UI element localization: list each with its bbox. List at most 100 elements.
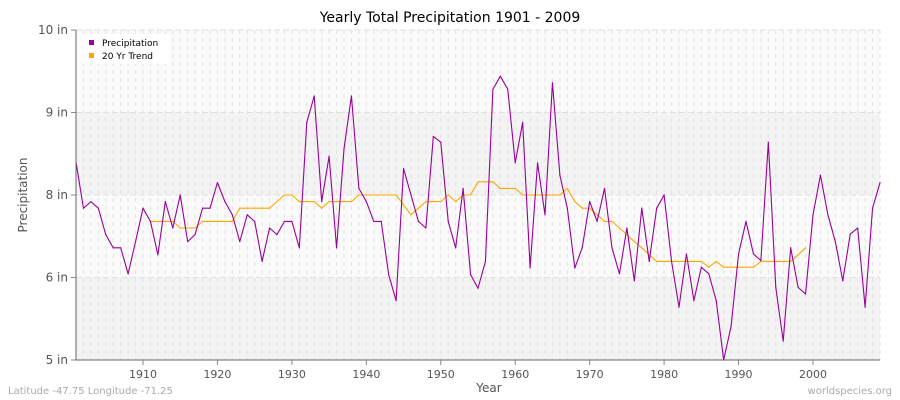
trend-point bbox=[201, 220, 204, 222]
precipitation-point bbox=[343, 148, 345, 150]
precipitation-point bbox=[425, 227, 427, 229]
precipitation-point bbox=[261, 260, 263, 263]
precipitation-point bbox=[395, 300, 397, 302]
trend-point bbox=[246, 207, 248, 209]
precipitation-point bbox=[804, 293, 807, 295]
precipitation-point bbox=[350, 95, 353, 97]
trend-point bbox=[804, 247, 807, 249]
precipitation-point bbox=[112, 247, 114, 249]
trend-point bbox=[291, 194, 293, 196]
trend-point bbox=[194, 227, 196, 229]
precipitation-point bbox=[164, 201, 166, 203]
precipitation-point bbox=[440, 141, 442, 143]
precipitation-point bbox=[879, 182, 881, 184]
trend-point bbox=[410, 214, 412, 216]
precipitation-point bbox=[536, 162, 539, 164]
precipitation-point bbox=[499, 75, 501, 77]
precipitation-point bbox=[268, 227, 271, 229]
precipitation-point bbox=[693, 300, 695, 302]
trend-point bbox=[730, 266, 732, 268]
precipitation-point bbox=[663, 194, 665, 196]
precipitation-point bbox=[209, 207, 211, 209]
trend-point bbox=[663, 260, 665, 263]
precipitation-point bbox=[194, 234, 196, 236]
legend-label-precipitation: Precipitation bbox=[102, 39, 158, 49]
precipitation-point bbox=[611, 247, 613, 249]
source-text: worldspecies.org bbox=[808, 386, 892, 397]
x-tick-label: 1950 bbox=[427, 368, 455, 381]
trend-point bbox=[745, 266, 747, 268]
trend-point bbox=[551, 194, 554, 196]
precipitation-point bbox=[380, 220, 382, 222]
x-tick-label: 1970 bbox=[576, 368, 604, 381]
precipitation-point bbox=[656, 207, 658, 209]
trend-point bbox=[737, 266, 740, 268]
precipitation-point bbox=[819, 174, 822, 176]
trend-point bbox=[358, 194, 360, 196]
y-tick-label: 10 in bbox=[38, 23, 68, 37]
precipitation-point bbox=[97, 207, 99, 209]
trend-point bbox=[477, 181, 479, 183]
precipitation-point bbox=[849, 233, 851, 235]
trend-point bbox=[350, 201, 353, 203]
trend-point bbox=[641, 247, 643, 249]
trend-point bbox=[187, 227, 189, 229]
trend-point bbox=[268, 207, 271, 209]
trend-point bbox=[618, 227, 621, 229]
trend-point bbox=[447, 194, 449, 196]
precipitation-point bbox=[492, 88, 494, 90]
precipitation-point bbox=[737, 253, 740, 255]
precipitation-point bbox=[313, 95, 315, 97]
trend-point bbox=[164, 220, 166, 222]
precipitation-point bbox=[507, 88, 509, 90]
precipitation-point bbox=[291, 220, 293, 222]
precipitation-point bbox=[708, 273, 710, 275]
precipitation-point bbox=[626, 227, 628, 229]
precipitation-point bbox=[864, 306, 866, 308]
precipitation-point bbox=[179, 194, 181, 196]
trend-point bbox=[469, 194, 472, 196]
y-axis-label: Precipitation bbox=[16, 157, 30, 232]
legend-label-trend: 20 Yr Trend bbox=[102, 52, 153, 62]
precipitation-point bbox=[842, 280, 844, 282]
precipitation-point bbox=[730, 325, 732, 327]
trend-point bbox=[760, 260, 762, 263]
trend-point bbox=[782, 260, 784, 263]
precipitation-point bbox=[812, 214, 814, 216]
trend-point bbox=[529, 194, 531, 196]
y-tick-label: 5 in bbox=[46, 353, 68, 367]
trend-point bbox=[298, 201, 300, 203]
trend-point bbox=[328, 201, 330, 203]
trend-point bbox=[425, 201, 427, 203]
trend-point bbox=[313, 201, 315, 203]
precipitation-point bbox=[246, 214, 248, 216]
precipitation-point bbox=[514, 162, 516, 164]
y-tick-label: 9 in bbox=[46, 106, 68, 120]
precipitation-point bbox=[857, 227, 859, 229]
precipitation-point bbox=[462, 187, 464, 189]
precipitation-point bbox=[231, 214, 233, 216]
trend-point bbox=[321, 207, 323, 209]
trend-point bbox=[514, 187, 516, 189]
trend-point bbox=[611, 220, 613, 222]
precipitation-point bbox=[551, 82, 554, 84]
trend-point bbox=[499, 187, 501, 189]
legend-swatch-trend bbox=[89, 53, 94, 58]
precipitation-point bbox=[149, 220, 152, 222]
precipitation-point bbox=[134, 241, 137, 243]
trend-point bbox=[239, 207, 241, 209]
trend-point bbox=[209, 220, 211, 222]
trend-point bbox=[596, 214, 598, 216]
trend-point bbox=[566, 187, 568, 189]
x-tick-label: 1960 bbox=[501, 368, 529, 381]
precipitation-point bbox=[827, 214, 829, 216]
legend: Precipitation 20 Yr Trend bbox=[80, 34, 170, 64]
precipitation-point bbox=[596, 220, 598, 222]
trend-point bbox=[581, 207, 583, 209]
precipitation-point bbox=[432, 135, 434, 138]
trend-point bbox=[626, 234, 628, 236]
x-tick-label: 2000 bbox=[799, 368, 827, 381]
precipitation-point bbox=[306, 121, 308, 123]
precipitation-point bbox=[715, 300, 717, 302]
